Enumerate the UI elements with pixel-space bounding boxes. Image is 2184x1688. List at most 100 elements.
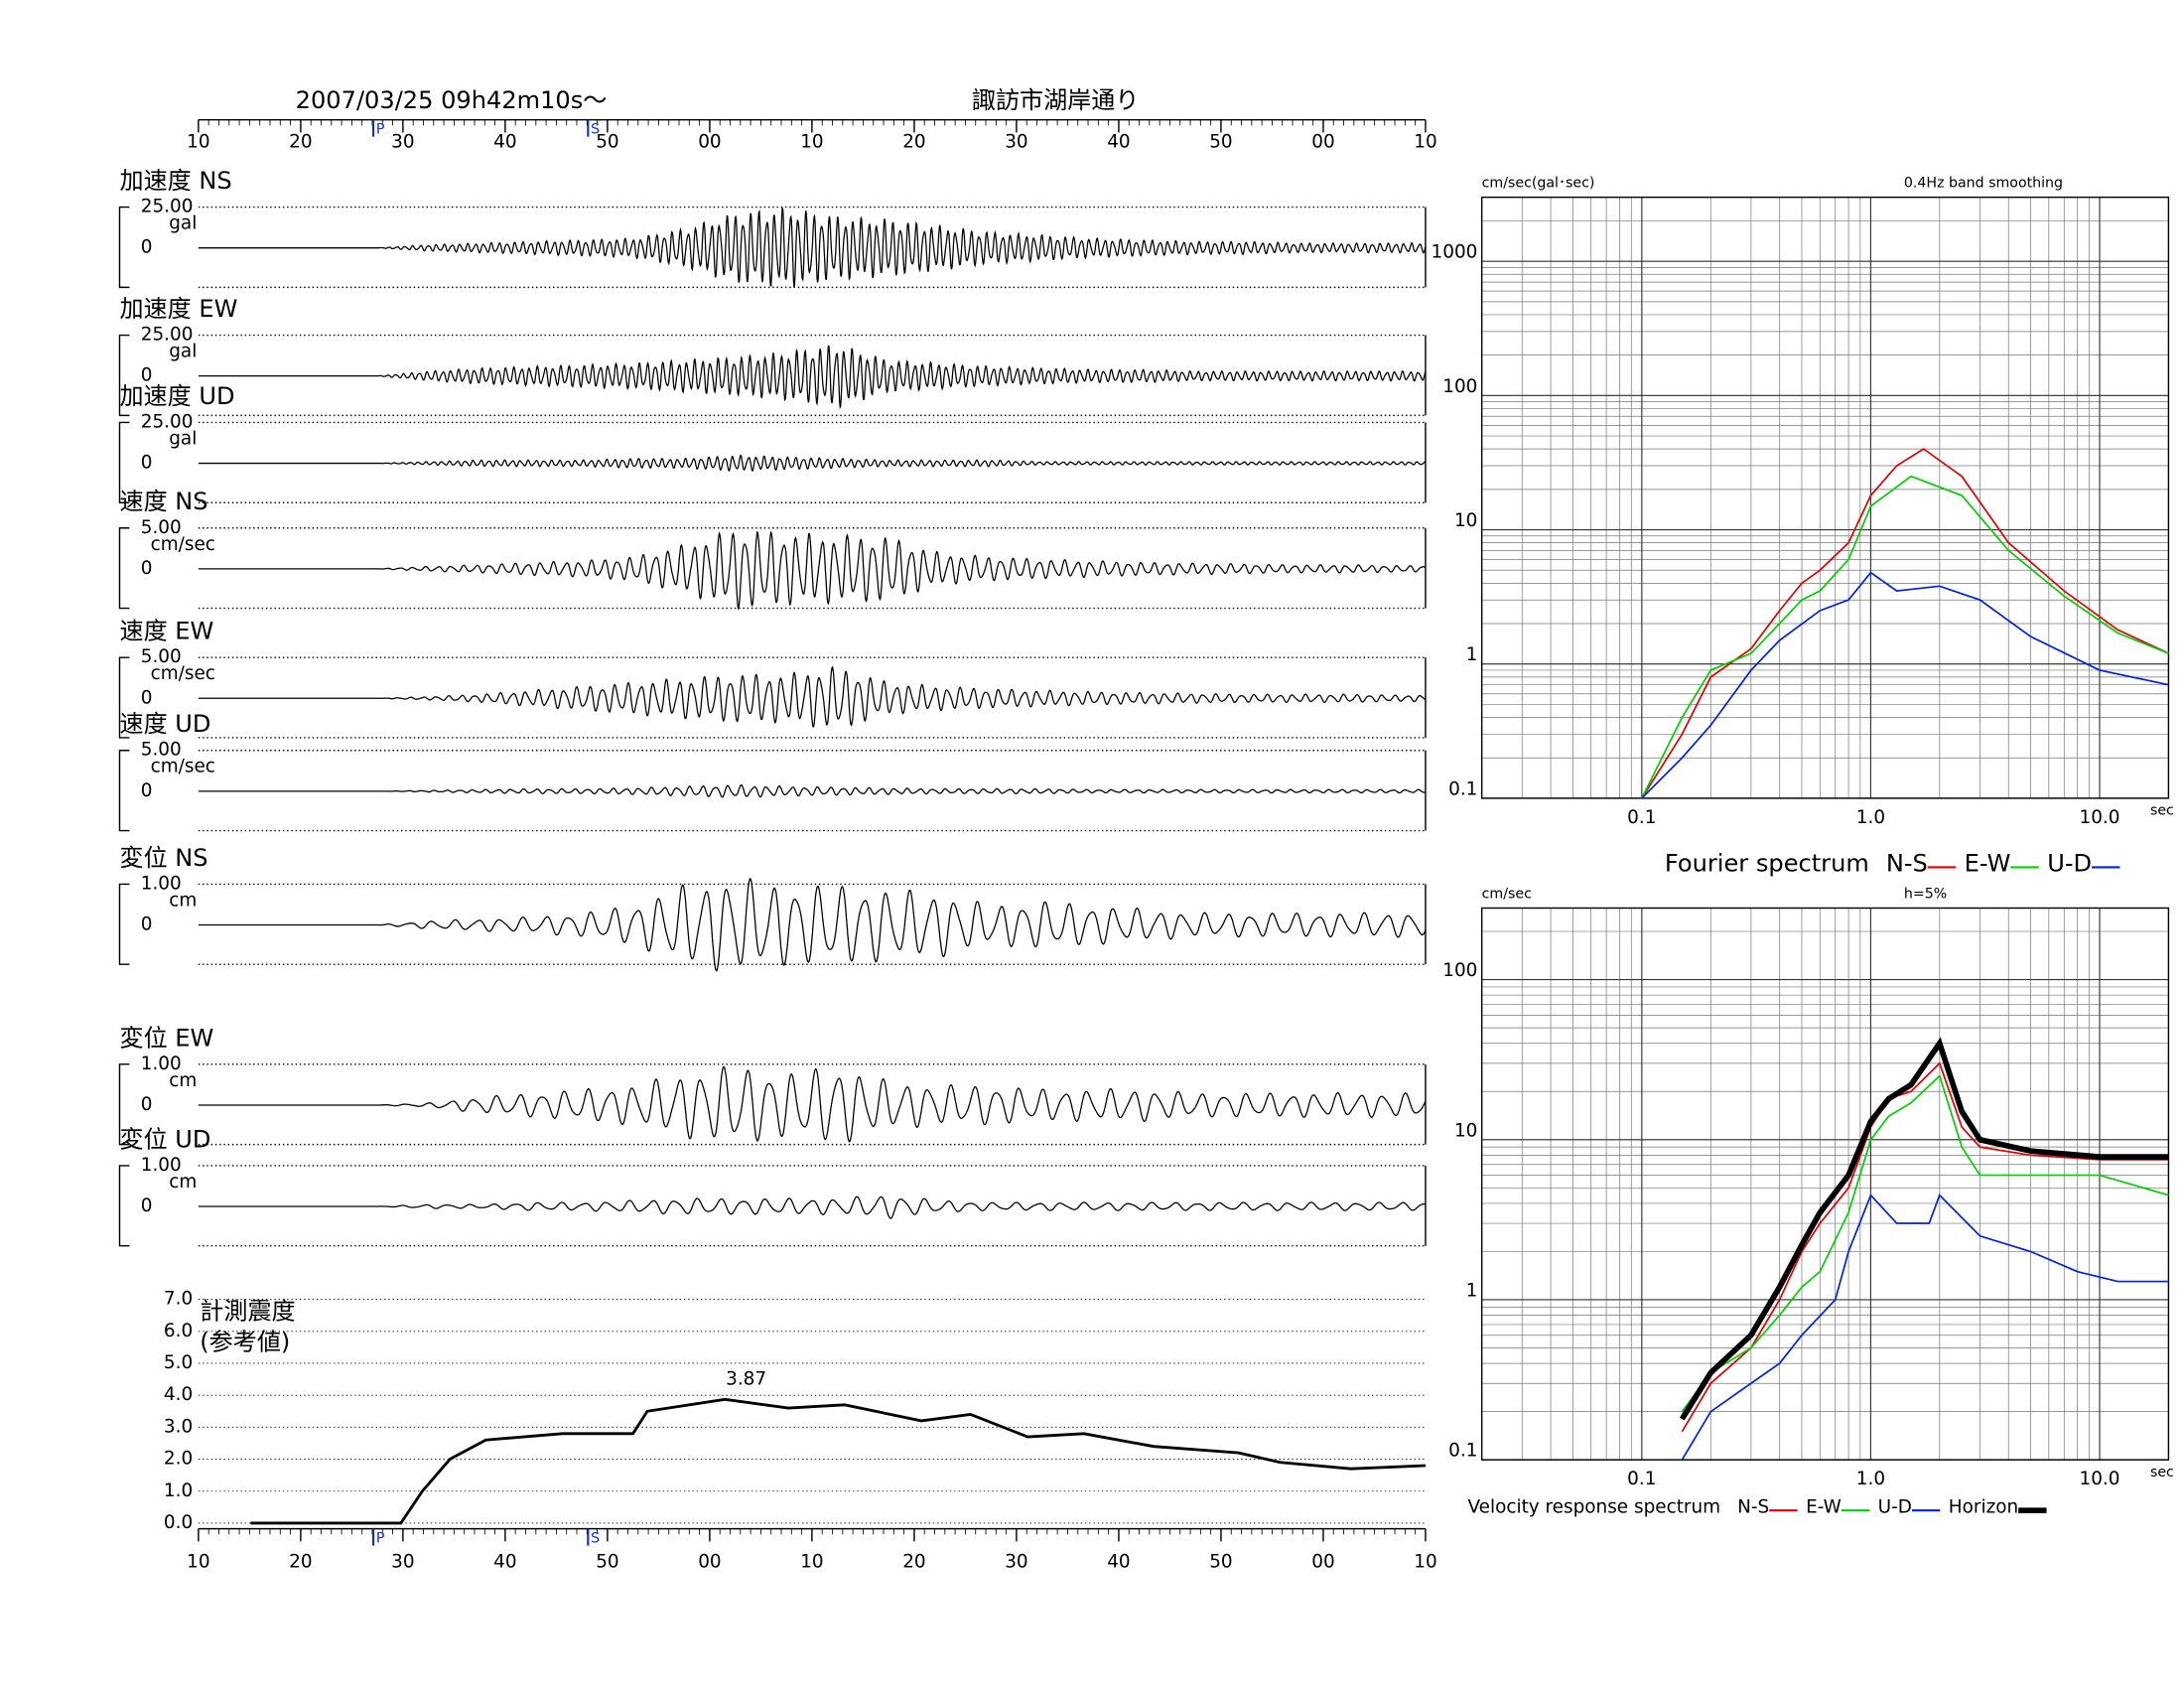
x-tick-label: 00: [1311, 131, 1334, 152]
waveform: [198, 1196, 1426, 1219]
unit-label: cm/sec: [151, 757, 215, 777]
x-tick-label: 0.1: [1627, 807, 1656, 828]
x-tick-label: 40: [1107, 1552, 1130, 1573]
x-tick-label: 40: [1107, 131, 1130, 152]
scale-label: 1.00: [141, 1155, 182, 1176]
y-tick-label: 2.0: [164, 1449, 193, 1470]
trace-name: 加速度 UD: [119, 382, 234, 410]
y-tick-label: 0.1: [1448, 1441, 1477, 1462]
unit-label: cm: [169, 890, 197, 911]
zero-label: 0: [141, 914, 153, 935]
legend-label: N-S: [1737, 1496, 1769, 1517]
x-tick-label: 10: [187, 1552, 209, 1573]
y-tick-label: 3.0: [164, 1416, 193, 1437]
legend-label: E-W: [1806, 1496, 1842, 1517]
trace-frame: [118, 883, 130, 965]
trace-frame: [118, 750, 130, 832]
y-tick-label: 7.0: [164, 1289, 193, 1310]
trace-name: 加速度 NS: [119, 167, 231, 195]
spectrum-line: [1681, 1061, 2169, 1433]
scale-label: 1.00: [141, 1054, 182, 1074]
spectrum-line: [1641, 571, 2169, 799]
note: h=5%: [1904, 886, 1947, 902]
x-tick-label: 10: [187, 131, 209, 152]
scale-label: 25.00: [141, 325, 194, 346]
zero-label: 0: [141, 558, 153, 579]
scale-label: 5.00: [141, 740, 182, 761]
zero-label: 0: [141, 1094, 153, 1115]
scale-label: 25.00: [141, 411, 194, 432]
unit-label: cm: [169, 1172, 197, 1193]
waveform: [198, 454, 1426, 473]
spectrum-line: [1641, 448, 2169, 799]
waveform: [198, 877, 1427, 972]
x-tick-label: 00: [1311, 1552, 1334, 1573]
trace-name: 変位 UD: [119, 1125, 210, 1153]
trace-name: 速度 UD: [119, 710, 210, 738]
y-tick-label: 10: [1454, 1120, 1477, 1141]
unit-label: cm/sec: [151, 534, 215, 555]
x-tick-label: 10.0: [2080, 1469, 2120, 1489]
trace-name: 変位 EW: [119, 1024, 213, 1052]
y-tick-label: 1.0: [164, 1480, 193, 1501]
plot-frame: [1480, 196, 2170, 799]
zero-label: 0: [141, 687, 153, 708]
waveform: [198, 530, 1427, 611]
unit-label: gal: [169, 428, 197, 449]
x-tick-label: 40: [493, 1552, 516, 1573]
unit-label: cm/sec: [151, 663, 215, 684]
trace-name: 速度 EW: [119, 618, 213, 645]
scale-label: 1.00: [141, 873, 182, 894]
chart-subtitle: (参考値): [200, 1329, 290, 1356]
x-tick-label: 50: [596, 131, 618, 152]
y-axis-label: cm/sec: [1482, 886, 1532, 902]
note: 0.4Hz band smoothing: [1904, 175, 2063, 191]
y-tick-label: 6.0: [164, 1321, 193, 1341]
x-tick-label: 20: [902, 131, 925, 152]
x-tick-label: 30: [391, 131, 414, 152]
zero-label: 0: [141, 365, 153, 386]
trace-frame: [118, 421, 130, 503]
scale-label: 25.00: [141, 197, 194, 217]
waveform: [198, 665, 1427, 728]
intensity-line: [250, 1397, 1427, 1525]
x-tick-label: 20: [902, 1552, 925, 1573]
x-tick-label: 00: [698, 131, 721, 152]
x-tick-label: 30: [391, 1552, 414, 1573]
zero-label: 0: [141, 1196, 153, 1216]
x-axis-label: sec: [2150, 803, 2174, 819]
x-tick-label: 00: [698, 1552, 721, 1573]
x-tick-label: 10: [800, 131, 823, 152]
x-tick-label: 20: [289, 131, 312, 152]
trace-frame: [118, 1165, 130, 1247]
y-tick-label: 1000: [1432, 242, 1478, 263]
scale-label: 5.00: [141, 646, 182, 667]
phase-label: S: [591, 122, 600, 138]
trace-name: 加速度 EW: [119, 295, 237, 323]
plot-frame: [1480, 907, 2170, 1461]
unit-label: gal: [169, 213, 197, 234]
y-tick-label: 0.1: [1448, 778, 1477, 799]
peak-label: 3.87: [726, 1369, 766, 1390]
date: 2007/03/25 09h42m10s〜: [296, 86, 608, 114]
x-axis-label: sec: [2150, 1465, 2174, 1480]
y-tick-label: 10: [1454, 510, 1477, 531]
x-tick-label: 10: [1414, 1552, 1436, 1573]
x-tick-label: 20: [289, 1552, 312, 1573]
y-tick-label: 100: [1442, 960, 1477, 981]
y-tick-label: 4.0: [164, 1384, 193, 1405]
legend-caption: Fourier spectrum: [1665, 850, 1869, 878]
zero-label: 0: [141, 780, 153, 801]
spectrum-line: [1681, 1074, 2169, 1413]
y-tick-label: 1: [1466, 644, 1478, 665]
x-tick-label: 50: [596, 1552, 618, 1573]
trace-frame: [118, 527, 130, 610]
waveform: [198, 345, 1427, 410]
legend-caption: Velocity response spectrum: [1467, 1496, 1720, 1517]
waveform: [198, 783, 1427, 798]
y-tick-label: 1: [1466, 1280, 1478, 1301]
waveform: [198, 206, 1427, 288]
spectrum-line: [1679, 1037, 2169, 1421]
unit-label: gal: [169, 342, 197, 362]
